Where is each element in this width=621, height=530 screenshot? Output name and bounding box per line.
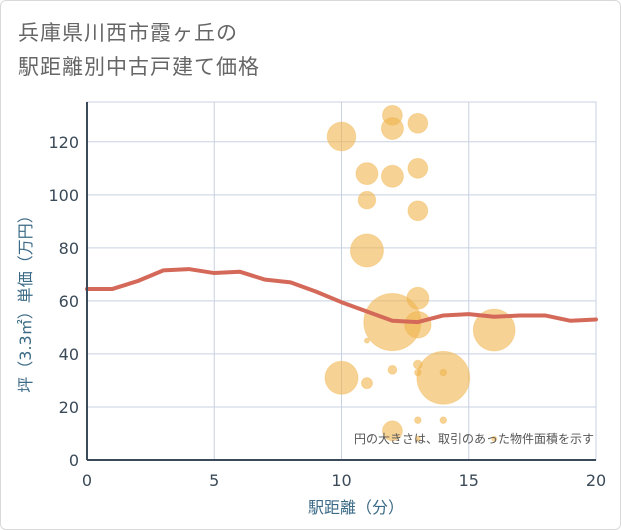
- y-tick-label: 40: [59, 345, 79, 364]
- data-bubble: [439, 416, 448, 425]
- data-bubble: [404, 311, 432, 339]
- chart-title: 兵庫県川西市霞ヶ丘の 駅距離別中古戸建て価格: [18, 16, 260, 84]
- grid-lines: [86, 101, 597, 461]
- data-bubble: [407, 112, 429, 134]
- chart-title-line-2: 駅距離別中古戸建て価格: [18, 55, 260, 79]
- axes: 0 5 10 15 20 0 20 40 60 80 100 120: [48, 102, 606, 490]
- bubble-size-note: 円の大きさは、取引のあった物件面積を示す: [354, 431, 594, 446]
- y-tick-label: 20: [59, 398, 79, 417]
- data-bubble: [326, 121, 357, 152]
- data-bubble: [382, 104, 403, 126]
- data-bubble: [387, 364, 398, 375]
- data-bubble: [380, 164, 404, 188]
- data-bubble: [324, 360, 359, 395]
- data-bubble: [439, 368, 448, 377]
- chart-title-line-1: 兵庫県川西市霞ヶ丘の: [18, 21, 238, 45]
- y-tick-label: 60: [59, 292, 79, 311]
- data-bubble: [357, 190, 377, 210]
- x-tick-label: 0: [82, 471, 92, 490]
- data-bubble: [360, 377, 373, 390]
- data-bubble: [412, 359, 423, 370]
- data-bubble: [414, 435, 421, 442]
- bubble-series: [324, 104, 516, 442]
- data-bubble: [414, 368, 422, 377]
- data-bubble: [406, 286, 430, 310]
- data-bubble: [363, 337, 370, 344]
- data-bubble: [355, 162, 379, 186]
- data-bubble: [491, 435, 498, 442]
- y-tick-label: 100: [48, 186, 79, 205]
- data-bubble: [349, 233, 384, 268]
- x-tick-label: 5: [209, 471, 219, 490]
- data-bubble: [472, 308, 516, 352]
- data-bubble: [414, 416, 422, 425]
- x-axis-title: 駅距離（分）: [308, 498, 404, 517]
- x-tick-label: 20: [586, 471, 606, 490]
- y-tick-label: 80: [59, 239, 79, 258]
- data-bubble: [407, 157, 429, 179]
- y-tick-label: 120: [48, 133, 79, 152]
- y-axis-title: 坪（3.3㎡）単価（万円）: [16, 207, 35, 392]
- y-tick-label: 0: [69, 451, 79, 470]
- data-bubble: [416, 350, 471, 405]
- average-price-line: [85, 267, 598, 325]
- x-tick-label: 15: [459, 471, 479, 490]
- data-bubble: [407, 200, 429, 222]
- average-line-series: [85, 267, 598, 325]
- x-tick-label: 10: [331, 471, 351, 490]
- data-bubble: [382, 420, 403, 442]
